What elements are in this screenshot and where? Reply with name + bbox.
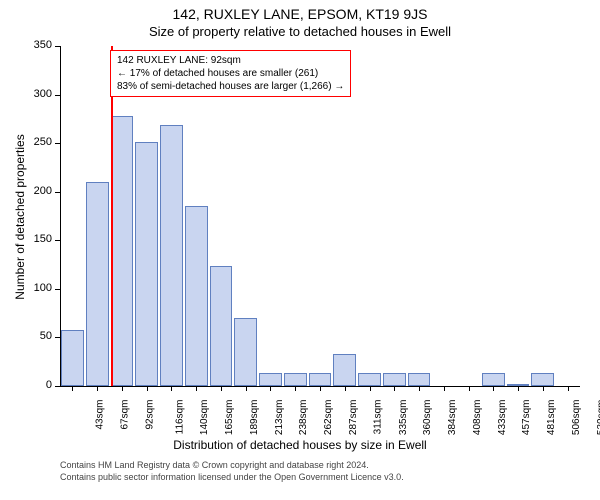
histogram-bar [234,318,257,386]
histogram-bar [333,354,356,386]
x-tick-label: 43sqm [95,400,106,430]
y-tick-label: 200 [22,185,52,197]
x-tick-label: 92sqm [144,400,155,430]
y-tick [55,386,60,387]
x-tick-label: 287sqm [348,400,359,436]
histogram-bar [482,373,505,386]
histogram-bar [86,182,109,386]
info-line-3: 83% of semi-detached houses are larger (… [117,80,344,93]
y-tick-label: 0 [22,379,52,391]
x-tick [122,386,123,391]
x-tick-label: 384sqm [447,400,458,436]
x-tick [419,386,420,391]
x-tick-label: 67sqm [120,400,131,430]
histogram-bar [210,266,233,386]
x-tick [221,386,222,391]
x-tick-label: 189sqm [249,400,260,436]
histogram-bar [408,373,431,386]
x-tick [196,386,197,391]
x-tick-label: 408sqm [472,400,483,436]
y-tick [55,337,60,338]
x-tick [518,386,519,391]
footer-line-2: Contains public sector information licen… [60,472,404,484]
x-tick-label: 311sqm [372,400,383,435]
x-tick-label: 116sqm [174,400,185,435]
x-tick-label: 481sqm [546,400,557,436]
x-tick-label: 433sqm [497,400,508,436]
x-tick [469,386,470,391]
histogram-bar [383,373,406,386]
x-axis-label: Distribution of detached houses by size … [0,438,600,452]
x-tick [147,386,148,391]
x-tick [568,386,569,391]
plot-area [60,46,580,386]
x-tick-label: 457sqm [521,400,532,436]
x-tick [493,386,494,391]
y-tick [55,95,60,96]
y-tick-label: 50 [22,330,52,342]
reference-line [111,46,113,386]
y-tick [55,289,60,290]
chart-title-main: 142, RUXLEY LANE, EPSOM, KT19 9JS [0,6,600,22]
y-tick [55,240,60,241]
x-tick-label: 335sqm [398,400,409,436]
info-box: 142 RUXLEY LANE: 92sqm ← 17% of detached… [110,50,351,97]
footer-text: Contains HM Land Registry data © Crown c… [60,460,404,483]
histogram-bar [284,373,307,386]
info-line-2: ← 17% of detached houses are smaller (26… [117,67,344,80]
histogram-bar [531,373,554,386]
x-tick-label: 506sqm [571,400,582,436]
histogram-bar [185,206,208,386]
y-tick-label: 300 [22,88,52,100]
y-tick [55,192,60,193]
chart-title-sub: Size of property relative to detached ho… [0,24,600,39]
x-tick-label: 165sqm [224,400,235,436]
x-tick [370,386,371,391]
y-axis-line [60,46,61,386]
info-line-1: 142 RUXLEY LANE: 92sqm [117,54,344,67]
x-tick [295,386,296,391]
x-tick [246,386,247,391]
x-tick [394,386,395,391]
histogram-bar [160,125,183,386]
histogram-bar [135,142,158,386]
histogram-bar [309,373,332,386]
footer-line-1: Contains HM Land Registry data © Crown c… [60,460,404,472]
chart-container: 142, RUXLEY LANE, EPSOM, KT19 9JS Size o… [0,0,600,500]
x-tick [270,386,271,391]
x-tick [444,386,445,391]
histogram-bar [111,116,134,386]
x-tick-label: 360sqm [422,400,433,436]
x-tick [543,386,544,391]
x-tick [345,386,346,391]
x-tick-label: 140sqm [200,400,211,436]
x-tick [171,386,172,391]
x-tick-label: 213sqm [274,400,285,436]
x-tick-label: 262sqm [323,400,334,436]
histogram-bar [259,373,282,386]
y-tick-label: 150 [22,233,52,245]
y-tick-label: 350 [22,39,52,51]
x-tick-label: 530sqm [596,400,600,436]
histogram-bar [358,373,381,386]
y-tick-label: 250 [22,136,52,148]
x-tick-label: 238sqm [299,400,310,436]
histogram-bar [61,330,84,386]
x-tick [320,386,321,391]
y-tick-label: 100 [22,282,52,294]
x-tick [72,386,73,391]
y-tick [55,46,60,47]
x-tick [97,386,98,391]
y-tick [55,143,60,144]
